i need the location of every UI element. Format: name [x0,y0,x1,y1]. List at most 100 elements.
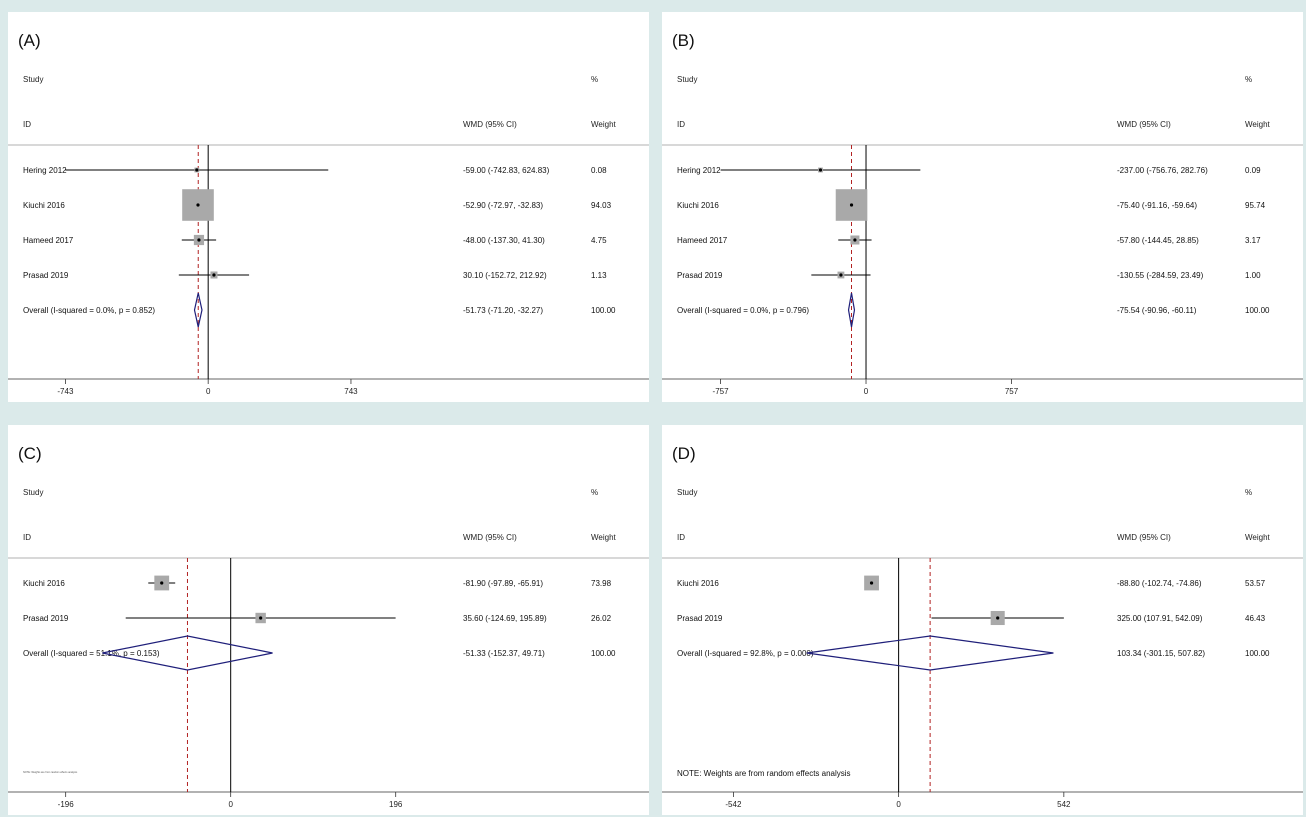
study-weight: 3.17 [1245,236,1261,245]
pooled-effect-diamond [806,635,1054,671]
forest-plot-panel-d: (D) Study ID WMD (95% CI)% Weight -542 0 542 Kiu… [662,425,1303,815]
overall-effect-ci: -75.54 (-90.96, -60.11) [1117,306,1197,315]
forest-plot-panel-c: (C) Study ID WMD (95% CI)% Weight -196 0 196 Kiu… [8,425,649,815]
effect-estimate-ci: -237.00 (-756.76, 282.76) [1117,166,1208,175]
header-percent: % [1245,75,1252,84]
panel-label: (D) [672,444,696,463]
study-row: Kiuchi 2016 -88.80 (-102.74, -74.86) 53.57 [677,575,1266,591]
header-study: Study [677,75,697,84]
header-percent: % [591,488,598,497]
study-row: Kiuchi 2016 -75.40 (-91.16, -59.64) 95.74 [677,189,1266,221]
effect-estimate-ci: 30.10 (-152.72, 212.92) [463,271,547,280]
forest-plot-panel-b: (B) Study ID WMD (95% CI)% Weight -757 0 757 Her… [662,12,1303,402]
forest-plot-svg: (A) Study ID WMD (95% CI)% Weight -743 0 743 Her… [8,31,649,396]
point-estimate-marker [197,238,201,242]
x-tick-label: 0 [228,800,233,809]
point-estimate-marker [869,581,874,585]
overall-effect-ci: -51.73 (-71.20, -32.27) [463,306,543,315]
point-estimate-marker [212,273,216,277]
study-weight: 53.57 [1245,579,1266,588]
study-row: Kiuchi 2016 -81.90 (-97.89, -65.91) 73.98 [23,575,612,591]
study-row: Hameed 2017 -48.00 (-137.30, 41.30) 4.75 [23,234,607,246]
effect-estimate-ci: 35.60 (-124.69, 195.89) [463,614,547,623]
point-estimate-marker [195,168,199,172]
pooled-effect-diamond [102,635,273,671]
study-row: Prasad 2019 325.00 (107.91, 542.09) 46.43 [677,610,1266,626]
overall-weight: 100.00 [1245,306,1270,315]
header-effect: WMD (95% CI) [1117,533,1171,542]
x-tick-label: 743 [344,387,358,396]
effect-estimate-ci: -130.55 (-284.59, 23.49) [1117,271,1204,280]
effect-estimate-ci: -52.90 (-72.97, -32.83) [463,201,543,210]
x-tick-label: 0 [864,387,869,396]
forest-plot-svg: (D) Study ID WMD (95% CI)% Weight -542 0 542 Kiu… [662,444,1303,809]
overall-label: Overall (I-squared = 0.0%, p = 0.796) [677,306,809,315]
pooled-effect-diamond [193,292,203,328]
panel-label: (A) [18,31,41,50]
point-estimate-marker [259,616,263,620]
study-row: Hering 2012 -237.00 (-756.76, 282.76) 0.09 [677,166,1261,175]
forest-plot-panel-a: (A) Study ID WMD (95% CI)% Weight -743 0 743 Her… [8,12,649,402]
study-weight: 46.43 [1245,614,1266,623]
x-tick-label: 542 [1057,800,1071,809]
study-weight: 73.98 [591,579,612,588]
study-name: Prasad 2019 [23,271,69,280]
study-name: Prasad 2019 [677,271,723,280]
overall-label: Overall (I-squared = 0.0%, p = 0.852) [23,306,155,315]
study-weight: 1.13 [591,271,607,280]
point-estimate-marker [818,168,823,172]
header-weight: Weight [591,120,617,129]
overall-label: Overall (I-squared = 92.8%, p = 0.000) [677,649,814,658]
overall-weight: 100.00 [1245,649,1270,658]
forest-plot-svg: (C) Study ID WMD (95% CI)% Weight -196 0 196 Kiu… [8,444,649,809]
study-weight: 95.74 [1245,201,1266,210]
effect-estimate-ci: -48.00 (-137.30, 41.30) [463,236,545,245]
header-id: ID [677,120,685,129]
overall-row: Overall (I-squared = 0.0%, p = 0.852) -51… [23,292,616,328]
overall-row: Overall (I-squared = 51.1%, p = 0.153) -5… [23,635,616,671]
header-weight: Weight [1245,533,1271,542]
overall-effect-ci: -51.33 (-152.37, 49.71) [463,649,545,658]
header-effect: WMD (95% CI) [463,533,517,542]
effect-estimate-ci: -75.40 (-91.16, -59.64) [1117,201,1197,210]
study-name: Kiuchi 2016 [677,201,719,210]
x-tick-label: -743 [57,387,74,396]
study-name: Prasad 2019 [23,614,69,623]
overall-row: Overall (I-squared = 92.8%, p = 0.000) 10… [677,635,1270,671]
study-weight: 0.09 [1245,166,1261,175]
point-estimate-marker [839,273,843,277]
study-name: Hering 2012 [23,166,67,175]
effect-estimate-ci: 325.00 (107.91, 542.09) [1117,614,1203,623]
effect-estimate-ci: -59.00 (-742.83, 624.83) [463,166,550,175]
panel-label: (C) [18,444,42,463]
x-tick-label: 0 [896,800,901,809]
study-name: Hameed 2017 [23,236,74,245]
study-row: Kiuchi 2016 -52.90 (-72.97, -32.83) 94.03 [23,189,612,221]
overall-label: Overall (I-squared = 51.1%, p = 0.153) [23,649,160,658]
study-weight: 4.75 [591,236,607,245]
study-weight: 94.03 [591,201,612,210]
random-effects-note: NOTE: Weights are from random effects an… [677,769,851,778]
study-row: Prasad 2019 30.10 (-152.72, 212.92) 1.13 [23,271,607,280]
study-weight: 1.00 [1245,271,1261,280]
x-tick-label: -757 [713,387,730,396]
study-name: Hering 2012 [677,166,721,175]
x-tick-label: 757 [1005,387,1019,396]
point-estimate-marker [196,203,200,207]
point-estimate-marker [996,616,1000,620]
study-row: Prasad 2019 -130.55 (-284.59, 23.49) 1.00 [677,271,1261,280]
header-id: ID [677,533,685,542]
study-name: Kiuchi 2016 [23,579,65,588]
effect-estimate-ci: -81.90 (-97.89, -65.91) [463,579,543,588]
x-tick-label: 196 [389,800,403,809]
study-weight: 26.02 [591,614,612,623]
study-weight: 0.08 [591,166,607,175]
forest-plot-svg: (B) Study ID WMD (95% CI)% Weight -757 0 757 Her… [662,31,1303,396]
point-estimate-marker [160,581,164,585]
overall-weight: 100.00 [591,649,616,658]
overall-weight: 100.00 [591,306,616,315]
header-id: ID [23,533,31,542]
header-study: Study [23,75,43,84]
study-name: Hameed 2017 [677,236,728,245]
header-study: Study [677,488,697,497]
